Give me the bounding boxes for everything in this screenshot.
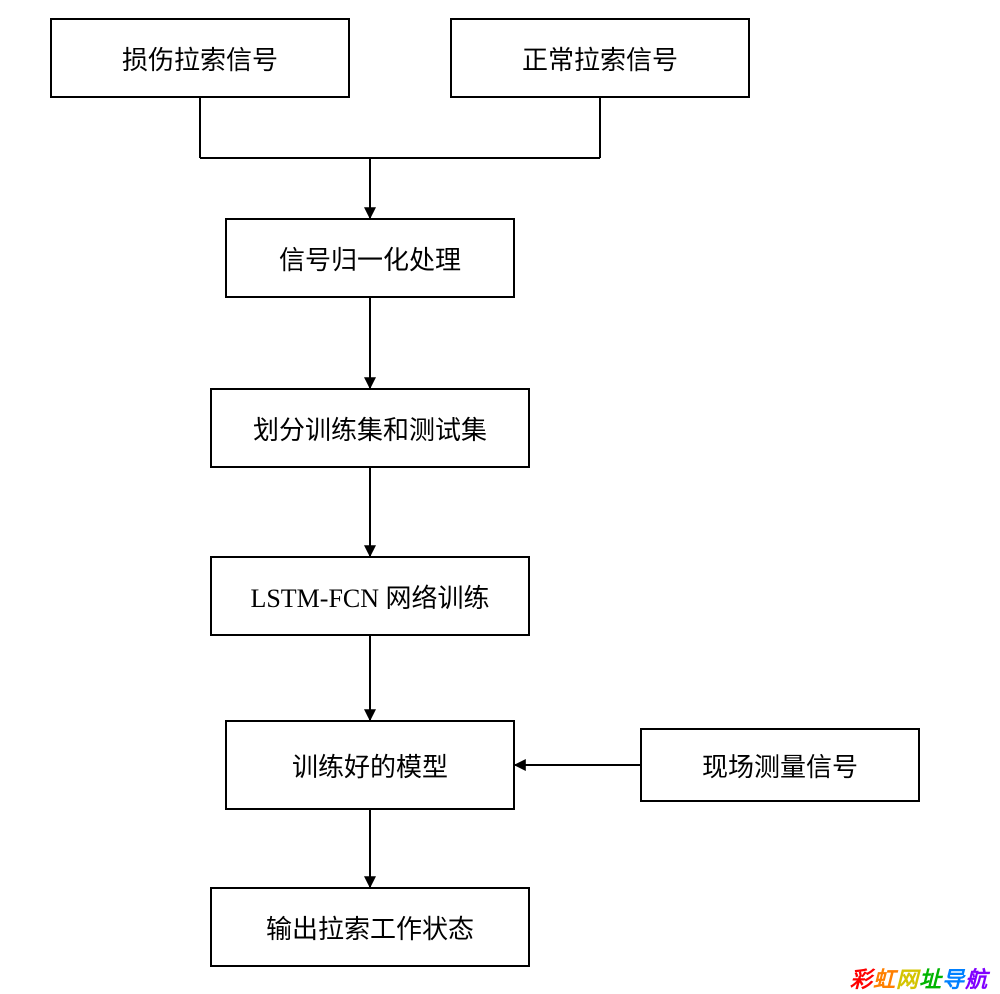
node-damaged: 损伤拉索信号	[50, 18, 350, 98]
node-model: 训练好的模型	[225, 720, 515, 810]
watermark-char: 址	[919, 967, 942, 992]
node-train-label: LSTM-FCN 网络训练	[250, 578, 489, 615]
node-normal-label: 正常拉索信号	[522, 40, 678, 77]
watermark-char: 航	[965, 967, 988, 992]
node-field: 现场测量信号	[640, 728, 920, 802]
node-normal: 正常拉索信号	[450, 18, 750, 98]
node-train: LSTM-FCN 网络训练	[210, 556, 530, 636]
node-model-label: 训练好的模型	[292, 747, 448, 784]
node-field-label: 现场测量信号	[702, 747, 858, 784]
node-output-label: 输出拉索工作状态	[266, 909, 474, 946]
watermark-char: 虹	[873, 967, 896, 992]
watermark-char: 网	[896, 967, 919, 992]
node-normalize-label: 信号归一化处理	[279, 240, 461, 277]
flowchart-edges	[0, 0, 1000, 989]
node-output: 输出拉索工作状态	[210, 887, 530, 967]
node-split: 划分训练集和测试集	[210, 388, 530, 468]
node-normalize: 信号归一化处理	[225, 218, 515, 298]
watermark: 彩虹网址导航	[850, 962, 988, 994]
node-damaged-label: 损伤拉索信号	[122, 40, 278, 77]
node-split-label: 划分训练集和测试集	[253, 410, 487, 447]
watermark-char: 导	[942, 967, 965, 992]
watermark-char: 彩	[850, 967, 873, 992]
